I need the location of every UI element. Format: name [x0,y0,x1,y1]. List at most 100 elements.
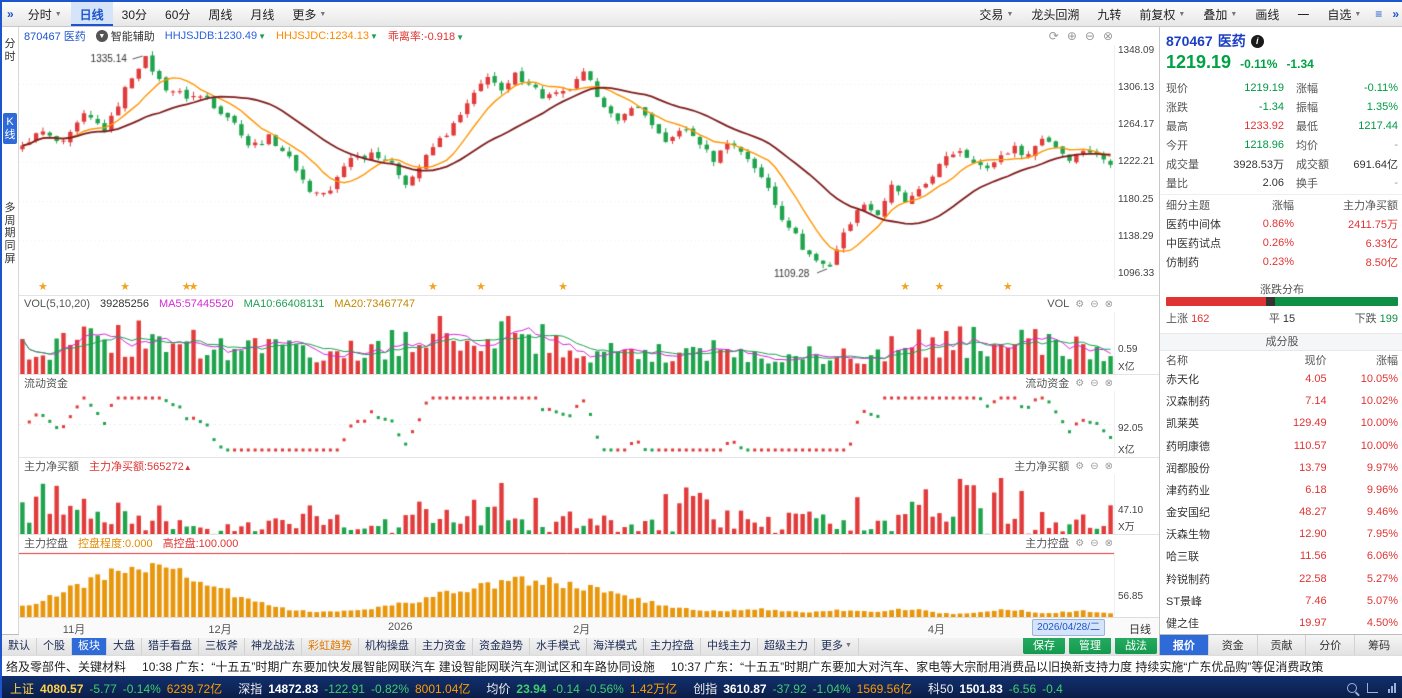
funds-canvas[interactable] [19,391,1114,457]
bottom-tab-猎手看盘[interactable]: 猎手看盘 [142,635,199,655]
constituent-row[interactable]: 健之佳 19.97 4.50% [1166,616,1399,630]
menu-叠加[interactable]: 叠加 ▼ [1203,7,1238,22]
collapse-icon[interactable]: ⊖ [1090,377,1099,389]
bottom-tab-资金趋势[interactable]: 资金趋势 [473,635,530,655]
constituent-row[interactable]: 羚锐制药 22.58 5.27% [1166,572,1399,586]
constituent-row[interactable]: 哈三联 11.56 6.06% [1166,550,1399,564]
index-创指[interactable]: 创指 3610.87 -37.92 -1.04% 1569.56亿 [693,681,913,696]
bottom-tab-机构操盘[interactable]: 机构操盘 [359,635,416,655]
bottom-tab-超级主力[interactable]: 超级主力 [758,635,815,655]
signal-star-icon: ★ [120,281,130,293]
menu-前复权[interactable]: 前复权 ▼ [1139,7,1186,22]
tab-30分[interactable]: 30分 [121,7,148,22]
info-icon[interactable]: i [1250,34,1264,48]
bottom-tab-更多[interactable]: 更多 ▼ [815,635,859,655]
menu-icon[interactable]: ≡ [1375,7,1383,21]
signal-icon[interactable] [1388,683,1396,693]
collapse-icon[interactable]: ⊖ [1090,298,1099,310]
index-均价[interactable]: 均价 23.94 -0.14 -0.56% 1.42万亿 [486,681,678,696]
gear-icon[interactable]: ⚙ [1075,298,1085,310]
chart-icon[interactable] [1367,683,1378,693]
gear-icon[interactable]: ⚙ [1075,537,1085,549]
netbuy-canvas[interactable] [19,474,1114,534]
bottom-tab-默认[interactable]: 默认 [2,635,37,655]
管理-button[interactable]: 管理 [1069,636,1111,654]
close-icon[interactable]: ⊗ [1102,29,1113,43]
bottom-tab-主力资金[interactable]: 主力资金 [416,635,473,655]
menu-自选[interactable]: 自选 ▼ [1327,7,1362,22]
menu-一[interactable]: 一 [1297,7,1310,22]
collapse-right-icon[interactable]: » [1392,7,1399,21]
rail-item-分时[interactable]: 分时 [4,38,16,63]
collapse-left-icon[interactable]: » [7,7,14,21]
constituent-row[interactable]: 赤天化 4.05 10.05% [1166,373,1399,387]
panel-tab-筹码[interactable]: 筹码 [1355,635,1402,655]
bottom-tab-大盘[interactable]: 大盘 [107,635,142,655]
tab-更多[interactable]: 更多 ▼ [292,7,327,22]
constituent-row[interactable]: ST景峰 7.46 5.07% [1166,594,1399,608]
theme-row[interactable]: 医药中间体 0.86% 2411.75万 [1166,217,1398,231]
close-icon[interactable]: ⊗ [1104,377,1113,389]
bottom-tab-主力控盘[interactable]: 主力控盘 [644,635,701,655]
panel-tab-报价[interactable]: 报价 [1160,635,1209,655]
constituent-row[interactable]: 润都股份 13.79 9.97% [1166,461,1399,475]
constituent-row[interactable]: 金安国纪 48.27 9.46% [1166,506,1399,520]
zoom-out-icon[interactable]: ⊖ [1084,29,1095,43]
news-ticker[interactable]: 络及零部件、关键材料 10:38 广东：“十五五”时期广东要加快发展智能网联汽车… [2,655,1402,676]
tab-周线[interactable]: 周线 [208,7,233,22]
menu-交易[interactable]: 交易 ▼ [979,7,1014,22]
menu-九转[interactable]: 九转 [1097,7,1122,22]
constituent-row[interactable]: 沃森生物 12.90 7.95% [1166,528,1399,542]
panel-tab-资金[interactable]: 资金 [1209,635,1258,655]
menu-龙头回溯[interactable]: 龙头回溯 [1031,7,1080,22]
collapse-icon[interactable]: ⊖ [1090,460,1099,472]
gear-icon[interactable]: ⚙ [1075,460,1085,472]
down-arrow-icon: ▼ [258,32,267,41]
control-label: 主力控盘 [24,538,68,550]
kline-canvas[interactable] [19,45,1114,279]
control-panel-header: 主力控盘 控盘程度:0.000 高控盘:100.000 主力控盘 ⚙ ⊖ ⊗ [19,534,1159,551]
constituents-list: 赤天化 4.05 10.05% 汉森制药 7.14 10.02% 凯莱英 129.49 10.0… [1160,368,1402,634]
panel-tab-分价[interactable]: 分价 [1306,635,1356,655]
smart-assist-dropdown[interactable]: ▼ 智能辅助 [95,28,155,44]
control-canvas[interactable] [19,551,1114,617]
theme-row[interactable]: 中医药试点 0.26% 6.33亿 [1166,236,1398,250]
menu-画线[interactable]: 画线 [1255,7,1280,22]
bottom-tab-海洋模式[interactable]: 海洋模式 [587,635,644,655]
theme-row[interactable]: 仿制药 0.23% 8.50亿 [1166,255,1398,269]
rail-item-K线[interactable]: K线 [3,113,17,145]
constituent-row[interactable]: 汉森制药 7.14 10.02% [1166,395,1399,409]
constituent-row[interactable]: 凯莱英 129.49 10.00% [1166,417,1399,431]
close-icon[interactable]: ⊗ [1104,298,1113,310]
tab-60分[interactable]: 60分 [165,7,191,22]
index-深指[interactable]: 深指 14872.83 -122.91 -0.82% 8001.04亿 [238,681,471,696]
bottom-tab-中线主力[interactable]: 中线主力 [701,635,758,655]
保存-button[interactable]: 保存 [1023,636,1065,654]
index-科50[interactable]: 科50 1501.83 -6.56 -0.4 [928,681,1063,696]
tab-日线[interactable]: 日线 [70,2,113,26]
zoom-in-icon[interactable]: ⊕ [1066,29,1077,43]
bottom-tab-板块[interactable]: 板块 [72,635,107,655]
search-icon[interactable] [1347,683,1357,693]
tab-月线[interactable]: 月线 [250,7,275,22]
close-icon[interactable]: ⊗ [1104,460,1113,472]
refresh-icon[interactable]: ⟳ [1048,29,1059,43]
bottom-tab-彩虹趋势[interactable]: 彩虹趋势 [302,635,359,655]
战法-button[interactable]: 战法 [1115,636,1157,654]
volume-canvas[interactable] [19,312,1114,374]
tab-分时[interactable]: 分时 ▼ [27,7,62,22]
constituent-row[interactable]: 津药药业 6.18 9.96% [1166,483,1399,497]
topbar-tabs: 分时 ▼ 日线 30分 60分 周线 月线 更多 ▼ [19,2,336,26]
bottom-tab-水手模式[interactable]: 水手模式 [530,635,587,655]
bottom-tab-三板斧[interactable]: 三板斧 [199,635,245,655]
bottom-tab-个股[interactable]: 个股 [37,635,72,655]
funds-panel-name: 流动资金 [1025,378,1070,390]
rail-item-多周期同屏[interactable]: 多周期同屏 [4,202,16,265]
index-上证[interactable]: 上证 4080.57 -5.77 -0.14% 6239.72亿 [10,681,223,696]
gear-icon[interactable]: ⚙ [1075,377,1085,389]
collapse-icon[interactable]: ⊖ [1090,537,1099,549]
constituent-row[interactable]: 药明康德 110.57 10.00% [1166,439,1399,453]
panel-tab-贡献[interactable]: 贡献 [1258,635,1307,655]
close-icon[interactable]: ⊗ [1104,537,1113,549]
bottom-tab-神龙战法[interactable]: 神龙战法 [245,635,302,655]
